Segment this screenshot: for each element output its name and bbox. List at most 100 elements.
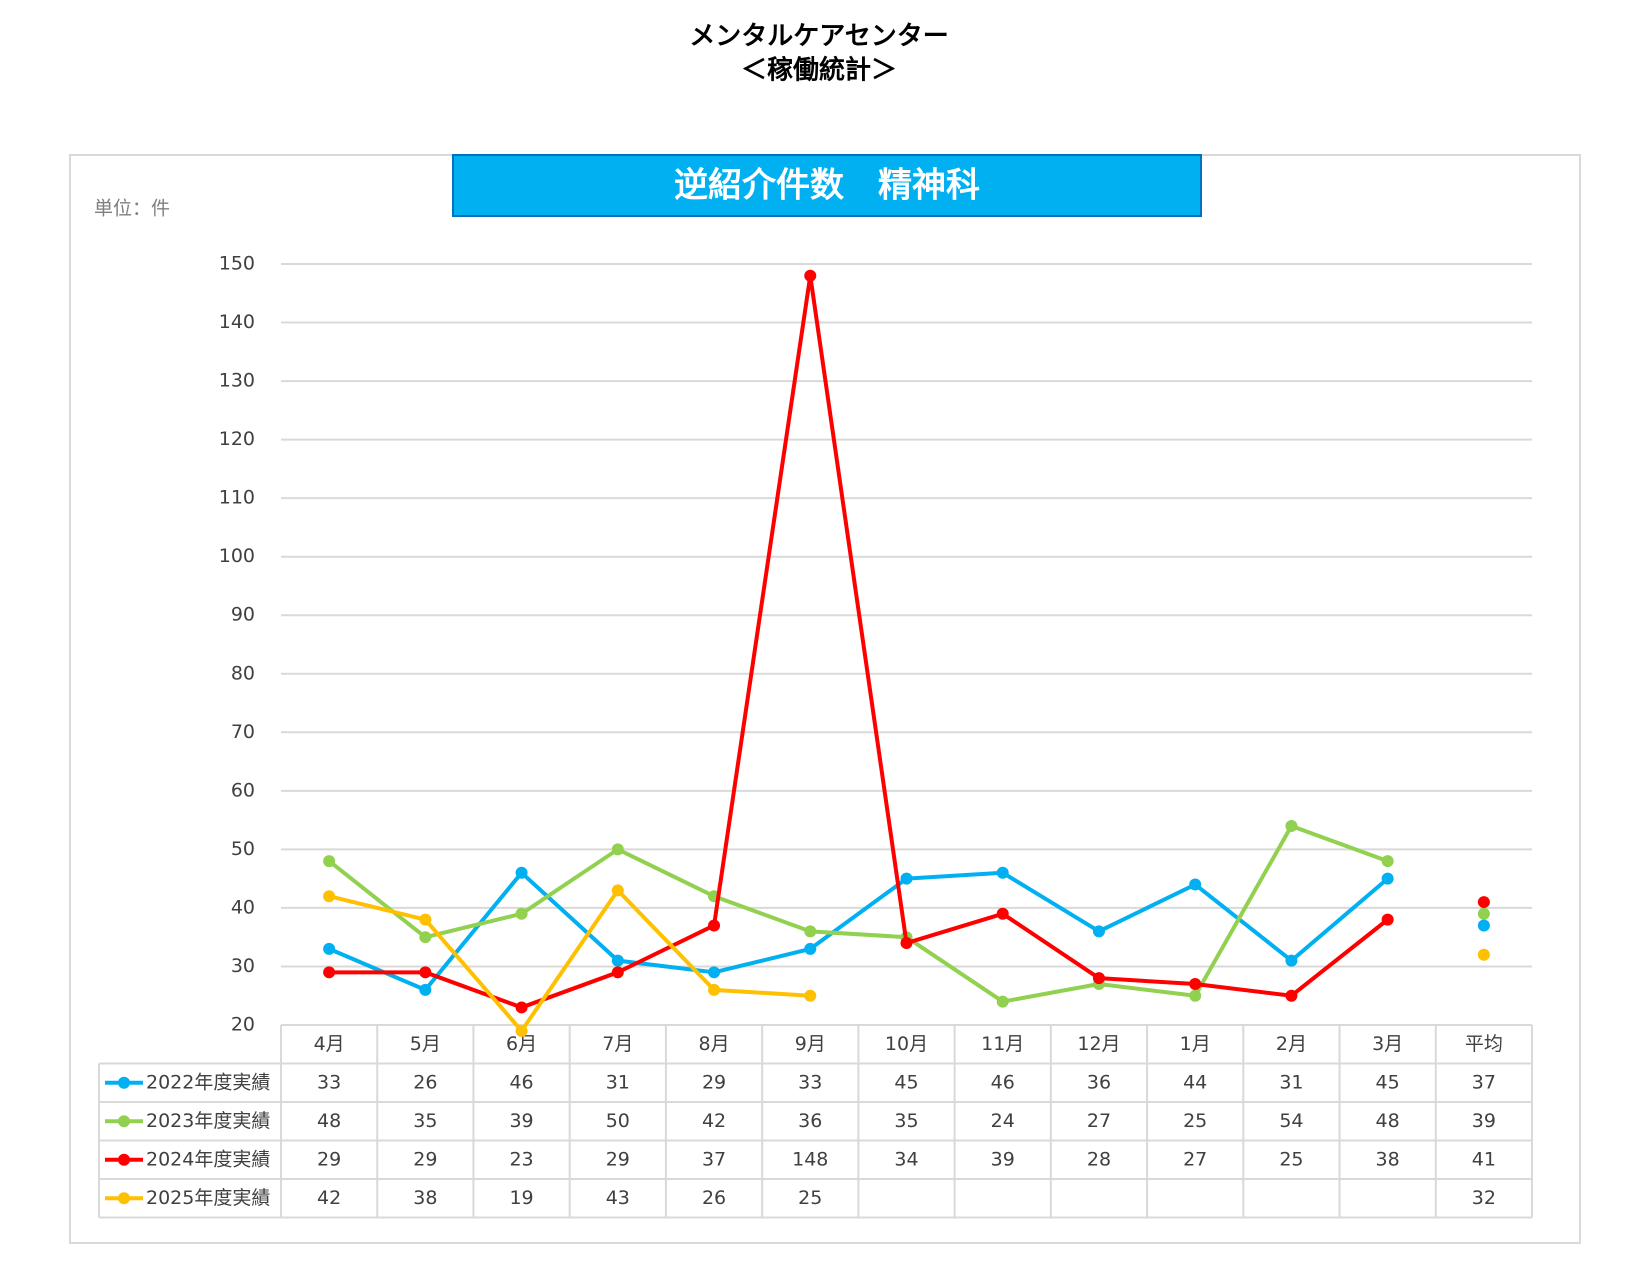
legend-label: 2022年度実績 (146, 1071, 270, 1093)
y-tick-label: 120 (219, 428, 255, 450)
y-tick-label: 30 (231, 955, 255, 977)
table-value: 23 (509, 1148, 533, 1170)
data-point (323, 890, 336, 903)
data-point (611, 843, 624, 856)
data-point (323, 966, 336, 979)
data-point (708, 966, 721, 979)
data-point (1285, 954, 1298, 967)
data-point (1092, 925, 1105, 938)
x-tick-label: 2月 (1276, 1033, 1307, 1055)
x-tick-label: 4月 (314, 1033, 345, 1055)
table-value: 54 (1279, 1110, 1303, 1132)
data-point (1381, 855, 1394, 868)
table-value: 31 (606, 1071, 630, 1093)
x-tick-label: 1月 (1180, 1033, 1211, 1055)
table-value: 46 (509, 1071, 533, 1093)
x-tick-label: 5月 (410, 1033, 441, 1055)
series-line (328, 870, 1389, 992)
data-point (419, 913, 432, 926)
table-value: 46 (991, 1071, 1015, 1093)
y-tick-label: 140 (219, 311, 255, 333)
table-value: 28 (1087, 1148, 1111, 1170)
table-value: 42 (317, 1187, 341, 1209)
data-point (515, 866, 528, 879)
y-tick-label: 150 (219, 253, 255, 275)
chart-title: 逆紹介件数 精神科 (674, 166, 980, 206)
table-value: 24 (991, 1110, 1015, 1132)
y-tick-label: 80 (231, 662, 255, 684)
table-value: 25 (1183, 1110, 1207, 1132)
data-point (1189, 878, 1202, 891)
table-value: 19 (509, 1187, 533, 1209)
y-tick-label: 90 (231, 604, 255, 626)
series-line (328, 888, 811, 1033)
table-value: 29 (413, 1148, 437, 1170)
table-value: 29 (606, 1148, 630, 1170)
y-tick-label: 110 (219, 487, 255, 509)
table-value: 48 (1376, 1110, 1400, 1132)
data-point (1092, 972, 1105, 985)
table-value: 27 (1087, 1110, 1111, 1132)
table-value: 26 (413, 1071, 437, 1093)
table-average: 37 (1472, 1071, 1496, 1093)
data-point (1285, 989, 1298, 1002)
series-line (327, 823, 1389, 1004)
average-point (1477, 907, 1490, 920)
data-point (515, 1001, 528, 1014)
table-value: 33 (317, 1071, 341, 1093)
table-value: 39 (509, 1110, 533, 1132)
table-value: 45 (894, 1071, 918, 1093)
data-point (708, 983, 721, 996)
table-value: 26 (702, 1187, 726, 1209)
table-average: 41 (1472, 1148, 1496, 1170)
x-tick-label: 7月 (602, 1033, 633, 1055)
table-average: 39 (1472, 1110, 1496, 1132)
data-point (419, 983, 432, 996)
table-value: 50 (606, 1110, 630, 1132)
legend-label: 2025年度実績 (146, 1187, 270, 1209)
table-value: 45 (1376, 1071, 1400, 1093)
data-point (1189, 978, 1202, 991)
data-point (804, 269, 817, 282)
data-point (996, 907, 1009, 920)
table-value: 27 (1183, 1148, 1207, 1170)
data-point (323, 942, 336, 955)
page-title: メンタルケアセンター (689, 22, 948, 52)
table-value: 33 (798, 1071, 822, 1093)
data-point (611, 966, 624, 979)
table-value: 38 (413, 1187, 437, 1209)
table-value: 29 (702, 1071, 726, 1093)
table-value: 36 (798, 1110, 822, 1132)
data-point (1381, 872, 1394, 885)
x-tick-label: 12月 (1077, 1033, 1120, 1055)
legend-marker (118, 1153, 130, 1166)
table-value: 29 (317, 1148, 341, 1170)
data-point (611, 884, 624, 897)
table-value: 38 (1376, 1148, 1400, 1170)
table-value: 31 (1279, 1071, 1303, 1093)
legend-marker (118, 1115, 130, 1128)
table-value: 35 (894, 1110, 918, 1132)
table-value: 25 (798, 1187, 822, 1209)
data-point (900, 872, 913, 885)
y-tick-label: 60 (231, 779, 255, 801)
x-tick-label: 11月 (981, 1033, 1024, 1055)
table-value: 44 (1183, 1071, 1207, 1093)
series-line (329, 273, 1389, 1010)
y-tick-label: 130 (219, 370, 255, 392)
average-point (1477, 948, 1490, 961)
legend-marker (118, 1192, 130, 1205)
y-tick-label: 20 (231, 1014, 255, 1036)
unit-label: 単位：件 (94, 198, 170, 220)
table-value: 39 (991, 1148, 1015, 1170)
chart-frame (69, 154, 1581, 1244)
legend-marker (118, 1076, 130, 1089)
x-tick-label: 6月 (506, 1033, 537, 1055)
y-tick-label: 40 (231, 896, 255, 918)
table-value: 35 (413, 1110, 437, 1132)
table-value: 42 (702, 1110, 726, 1132)
legend-label: 2024年度実績 (146, 1148, 270, 1170)
y-tick-label: 50 (231, 838, 255, 860)
table-value: 36 (1087, 1071, 1111, 1093)
